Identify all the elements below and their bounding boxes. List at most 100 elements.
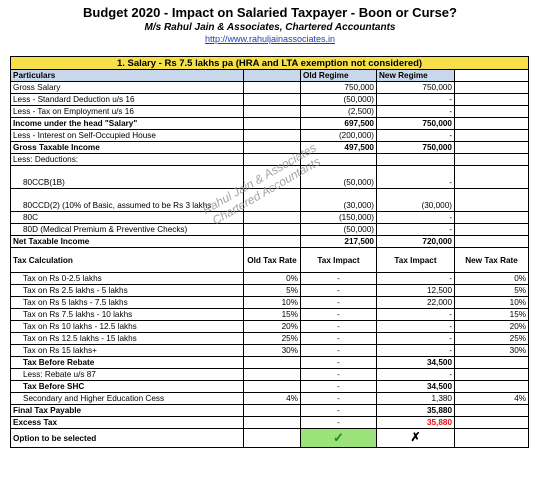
tax-row-label: Tax Before SHC xyxy=(10,380,244,393)
final-tax-row-label: Final Tax Payable xyxy=(10,404,244,417)
particulars-row: Net Taxable Income 217,500 720,000 xyxy=(10,235,530,248)
report-title: Budget 2020 - Impact on Salaried Taxpaye… xyxy=(83,5,457,20)
new-rate-value: 30% xyxy=(453,344,530,357)
tax-row-label: Secondary and Higher Education Cess xyxy=(10,392,244,405)
new-regime-value: (30,000) xyxy=(376,188,455,212)
new-rate-header: New Tax Rate xyxy=(453,247,530,273)
particulars-row: Less - Tax on Employment u/s 16 (2,500) - xyxy=(10,105,530,118)
tax-row: Secondary and Higher Education Cess 4% -1,… xyxy=(10,392,530,405)
particulars-row: 80CCD(2) (10% of Basic, assumed to be Rs… xyxy=(10,188,530,212)
new-impact-value: 22,000 xyxy=(376,296,455,309)
old-regime-value xyxy=(300,153,377,166)
tax-row: Tax on Rs 15 lakhs+ 30% - -30% xyxy=(10,344,530,357)
website-link[interactable]: http://www.rahuljainassociates.in xyxy=(204,34,336,44)
tax-row: Tax on Rs 12.5 lakhs - 15 lakhs 25% - -25% xyxy=(10,332,530,345)
new-rate-value xyxy=(453,380,530,393)
row-label: Less - Standard Deduction u/s 16 xyxy=(10,93,244,106)
row-label: 80CCB(1B) xyxy=(10,165,244,189)
blank-cell xyxy=(453,223,530,236)
old-regime-value: (50,000) xyxy=(300,223,377,236)
new-regime-header: New Regime xyxy=(376,69,455,82)
blank-cell xyxy=(243,404,301,417)
old-regime-value: 217,500 xyxy=(300,235,377,248)
blank-cell xyxy=(453,141,530,154)
new-regime-value: - xyxy=(376,165,455,189)
old-rate-value xyxy=(243,380,301,393)
new-rate-value: 0% xyxy=(453,272,530,285)
excess-tax-row-old: - xyxy=(300,416,377,429)
row-label: Gross Salary xyxy=(10,81,244,94)
row-label: 80D (Medical Premium & Preventive Checks… xyxy=(10,223,244,236)
tax-calc-header: Tax Calculation xyxy=(10,247,244,273)
row-label: Less - Tax on Employment u/s 16 xyxy=(10,105,244,118)
tax-row-label: Tax on Rs 12.5 lakhs - 15 lakhs xyxy=(10,332,244,345)
new-impact-value: - xyxy=(376,344,455,357)
old-regime-value: (30,000) xyxy=(300,188,377,212)
new-impact-value: - xyxy=(376,368,455,381)
particulars-row: Gross Salary 750,000 750,000 xyxy=(10,81,530,94)
old-rate-value: 15% xyxy=(243,308,301,321)
old-rate-value xyxy=(243,368,301,381)
new-impact-value: - xyxy=(376,272,455,285)
new-impact-value: 12,500 xyxy=(376,284,455,297)
blank-cell xyxy=(243,105,301,118)
old-rate-value: 4% xyxy=(243,392,301,405)
tax-row: Less: Rebate u/s 87 - - xyxy=(10,368,530,381)
tax-row-label: Tax on Rs 7.5 lakhs - 10 lakhs xyxy=(10,308,244,321)
blank-cell xyxy=(243,153,301,166)
new-regime-value: - xyxy=(376,105,455,118)
old-regime-value: 750,000 xyxy=(300,81,377,94)
new-regime-value: - xyxy=(376,223,455,236)
blank-cell xyxy=(453,129,530,142)
old-regime-value: (2,500) xyxy=(300,105,377,118)
tax-row-label: Tax on Rs 10 lakhs - 12.5 lakhs xyxy=(10,320,244,333)
blank-cell xyxy=(453,404,530,417)
report-header: Budget 2020 - Impact on Salaried Taxpaye… xyxy=(0,5,540,45)
tax-row-label: Less: Rebate u/s 87 xyxy=(10,368,244,381)
tax-row: Tax on Rs 2.5 lakhs - 5 lakhs 5% -12,500 5% xyxy=(10,284,530,297)
row-label: 80C xyxy=(10,211,244,224)
old-regime-value: 697,500 xyxy=(300,117,377,130)
old-impact-value: - xyxy=(300,320,377,333)
blank-cell xyxy=(243,188,301,212)
new-impact-value: 34,500 xyxy=(376,356,455,369)
new-rate-value: 4% xyxy=(453,392,530,405)
final-tax-row: Final Tax Payable -35,880 xyxy=(10,404,530,417)
blank-cell xyxy=(453,165,530,189)
old-regime-option-cell: ✓ xyxy=(300,428,377,448)
blank-cell xyxy=(453,153,530,166)
new-impact-value: - xyxy=(376,308,455,321)
blank-cell xyxy=(453,93,530,106)
checkmark-icon: ✓ xyxy=(333,429,344,445)
blank-cell xyxy=(453,117,530,130)
new-rate-value: 25% xyxy=(453,332,530,345)
new-rate-value: 10% xyxy=(453,296,530,309)
blank-cell xyxy=(243,416,301,429)
new-regime-option-cell: ✗ xyxy=(376,428,455,448)
cross-icon: ✗ xyxy=(410,430,421,444)
new-regime-value: - xyxy=(376,211,455,224)
tax-row: Tax on Rs 0-2.5 lakhs 0% - -0% xyxy=(10,272,530,285)
particulars-row: Gross Taxable Income 497,500 750,000 xyxy=(10,141,530,154)
new-regime-value: 750,000 xyxy=(376,141,455,154)
old-rate-value: 25% xyxy=(243,332,301,345)
new-impact-value: 1,380 xyxy=(376,392,455,405)
section-banner: 1. Salary - Rs 7.5 lakhs pa (HRA and LTA… xyxy=(9,56,530,70)
new-impact-value: - xyxy=(376,332,455,345)
old-impact-value: - xyxy=(300,308,377,321)
particulars-row: Less - Interest on Self-Occupied House (2… xyxy=(10,129,530,142)
tax-comparison-table: 1. Salary - Rs 7.5 lakhs pa (HRA and LTA… xyxy=(9,56,530,448)
row-label: Income under the head "Salary" xyxy=(10,117,244,130)
old-impact-value: - xyxy=(300,356,377,369)
new-rate-value: 15% xyxy=(453,308,530,321)
excess-tax-row-label: Excess Tax xyxy=(10,416,244,429)
old-rate-header: Old Tax Rate xyxy=(243,247,301,273)
old-impact-value: - xyxy=(300,368,377,381)
tax-row: Tax on Rs 7.5 lakhs - 10 lakhs 15% - -15% xyxy=(10,308,530,321)
tax-row: Tax on Rs 5 lakhs - 7.5 lakhs 10% -22,000 1… xyxy=(10,296,530,309)
tax-row: Tax Before Rebate -34,500 xyxy=(10,356,530,369)
old-regime-value: (150,000) xyxy=(300,211,377,224)
old-impact-value: - xyxy=(300,296,377,309)
particulars-row: 80CCB(1B) (50,000) - xyxy=(10,165,530,189)
new-regime-value: - xyxy=(376,93,455,106)
